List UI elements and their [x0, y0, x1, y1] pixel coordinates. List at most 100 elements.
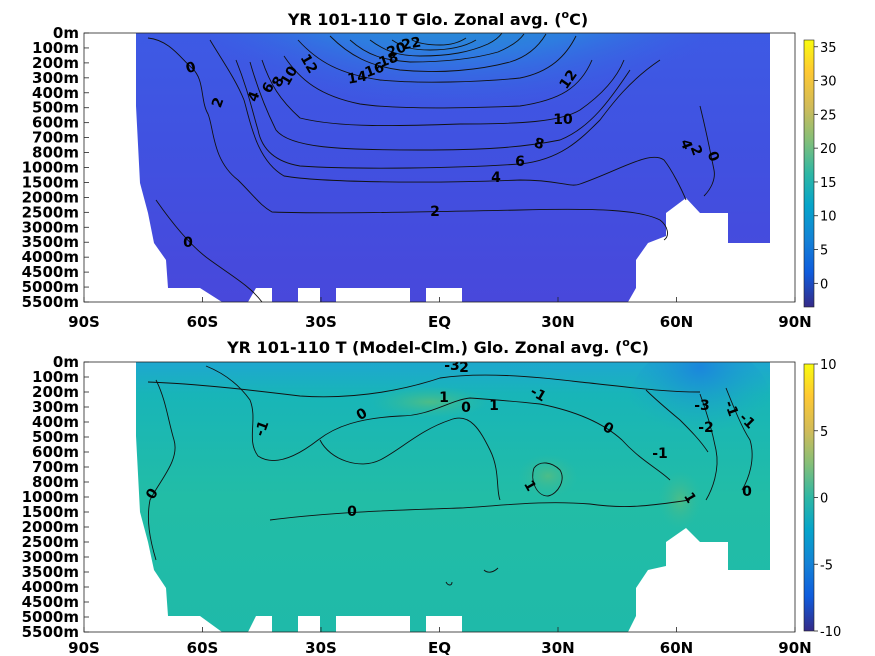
colorbar-tick-label: 30 — [820, 75, 837, 90]
panel-top-y-axis: 0m100m200m300m400m500m600m700m800m1000m1… — [22, 24, 89, 311]
y-tick-label: 1000m — [22, 488, 79, 506]
colorbar-tick-label: 10 — [820, 210, 837, 225]
contour-label: 0 — [742, 484, 752, 500]
panel-top-title: YR 101-110 T Glo. Zonal avg. (oC) — [287, 8, 588, 29]
contour-label: -1 — [252, 419, 272, 439]
contour-label: 6 — [515, 154, 525, 170]
contour-label: 2 — [459, 360, 469, 376]
contour-label: 20 — [385, 39, 409, 61]
panel-bottom-title: YR 101-110 T (Model-Clm.) Glo. Zonal avg… — [226, 336, 649, 357]
x-tick-label: 90N — [778, 313, 811, 331]
y-tick-label: 300m — [32, 69, 79, 87]
y-tick-label: 500m — [32, 99, 79, 117]
y-tick-label: 4500m — [22, 593, 79, 611]
x-tick-label: 30N — [541, 313, 574, 331]
contour-label: -1 — [527, 384, 548, 406]
colorbar-tick-label: 25 — [820, 108, 837, 123]
y-tick-label: 5000m — [22, 608, 79, 626]
y-tick-label: 300m — [32, 398, 79, 416]
y-tick-label: 2000m — [22, 518, 79, 536]
x-tick-label: EQ — [428, 639, 451, 656]
y-tick-label: 0m — [53, 24, 79, 42]
colorbar-tick-label: 20 — [820, 142, 837, 157]
y-tick-label: 800m — [32, 144, 79, 162]
y-tick-label: 400m — [32, 84, 79, 102]
contour-label: 1 — [439, 390, 449, 406]
panel-top-field: 0 2 4 6 8 10 12 2 4 6 8 10 12 14 16 18 2… — [84, 33, 795, 302]
y-tick-label: 600m — [32, 443, 79, 461]
y-tick-label: 4500m — [22, 263, 79, 281]
contour-label: 0 — [183, 235, 193, 251]
y-tick-label: 400m — [32, 413, 79, 431]
x-tick-label: 60S — [187, 639, 219, 656]
panel-bottom-contours — [147, 365, 753, 586]
panel-top-x-axis: 90S 60S 30S EQ 30N 60N 90N — [68, 297, 812, 331]
x-tick-label: 30S — [305, 313, 337, 331]
x-tick-label: 90S — [68, 639, 100, 656]
y-tick-label: 700m — [32, 129, 79, 147]
y-tick-label: 5000m — [22, 278, 79, 296]
x-tick-label: 30N — [541, 639, 574, 656]
contour-label: 1 — [489, 398, 499, 414]
panel-bottom-field: -3 2 -1 0 1 0 1 -1 0 -3 -2 -1 -1 0 -1 0 … — [84, 358, 795, 632]
panel-bottom-y-axis: 0m100m200m300m400m500m600m700m800m1000m1… — [22, 353, 89, 641]
colorbar-tick-label: -10 — [820, 625, 841, 640]
y-tick-label: 2500m — [22, 203, 79, 221]
x-tick-label: 90S — [68, 313, 100, 331]
colorbar-tick-label: -5 — [820, 558, 833, 573]
colorbar-tick-label: 15 — [820, 176, 837, 191]
y-tick-label: 5500m — [22, 623, 79, 641]
y-tick-label: 700m — [32, 458, 79, 476]
contour-label: 4 — [491, 170, 501, 186]
x-tick-label: 90N — [778, 639, 811, 656]
contour-label: 0 — [347, 504, 357, 520]
x-tick-label: 30S — [305, 639, 337, 656]
y-tick-label: 200m — [32, 54, 79, 72]
y-tick-label: 1500m — [22, 173, 79, 191]
contour-label: -1 — [721, 399, 741, 419]
y-tick-label: 0m — [53, 353, 79, 371]
contour-label: -1 — [652, 446, 668, 462]
panel-top: YR 101-110 T Glo. Zonal avg. (oC) — [22, 8, 837, 331]
contour-label: -3 — [694, 398, 710, 414]
panel-top-colorbar — [803, 39, 815, 308]
contour-label: 0 — [461, 400, 471, 416]
contour-label: 22 — [400, 34, 422, 53]
y-tick-label: 4000m — [22, 248, 79, 266]
y-tick-label: 4000m — [22, 578, 79, 596]
contour-label: -2 — [698, 420, 714, 436]
y-tick-label: 2500m — [22, 533, 79, 551]
contour-label: 16 — [363, 59, 387, 81]
contour-label: 18 — [377, 49, 401, 71]
x-tick-label: 60N — [660, 639, 693, 656]
y-tick-label: 3500m — [22, 233, 79, 251]
panel-bottom-x-axis: 90S 60S 30S EQ 30N 60N 90N — [68, 627, 812, 656]
y-tick-label: 3000m — [22, 548, 79, 566]
panel-bottom: YR 101-110 T (Model-Clm.) Glo. Zonal avg… — [22, 336, 842, 656]
y-tick-label: 3000m — [22, 218, 79, 236]
panel-top-contours — [147, 33, 715, 302]
panel-bottom-colorbar — [803, 363, 815, 632]
x-tick-label: EQ — [428, 313, 451, 331]
colorbar-tick-label: 5 — [820, 425, 828, 440]
y-tick-label: 800m — [32, 473, 79, 491]
contour-label: 14 — [346, 68, 368, 87]
x-tick-label: 60N — [660, 313, 693, 331]
contour-label: 0 — [184, 59, 198, 77]
y-tick-label: 3500m — [22, 563, 79, 581]
colorbar-tick-label: 10 — [820, 358, 837, 373]
y-tick-label: 5500m — [22, 293, 79, 311]
contour-label: 8 — [532, 135, 546, 153]
panel-bottom-ocean — [136, 362, 770, 632]
y-tick-label: 200m — [32, 383, 79, 401]
y-tick-label: 1000m — [22, 159, 79, 177]
colorbar-tick-label: 0 — [820, 492, 828, 507]
y-tick-label: 500m — [32, 428, 79, 446]
y-tick-label: 600m — [32, 114, 79, 132]
contour-label: -3 — [444, 358, 460, 374]
panel-bottom-colorbar-ticks: 10 5 0 -5 -10 — [814, 358, 841, 640]
colorbar-tick-label: 0 — [820, 277, 828, 292]
y-tick-label: 100m — [32, 368, 79, 386]
contour-label: 10 — [553, 112, 573, 128]
